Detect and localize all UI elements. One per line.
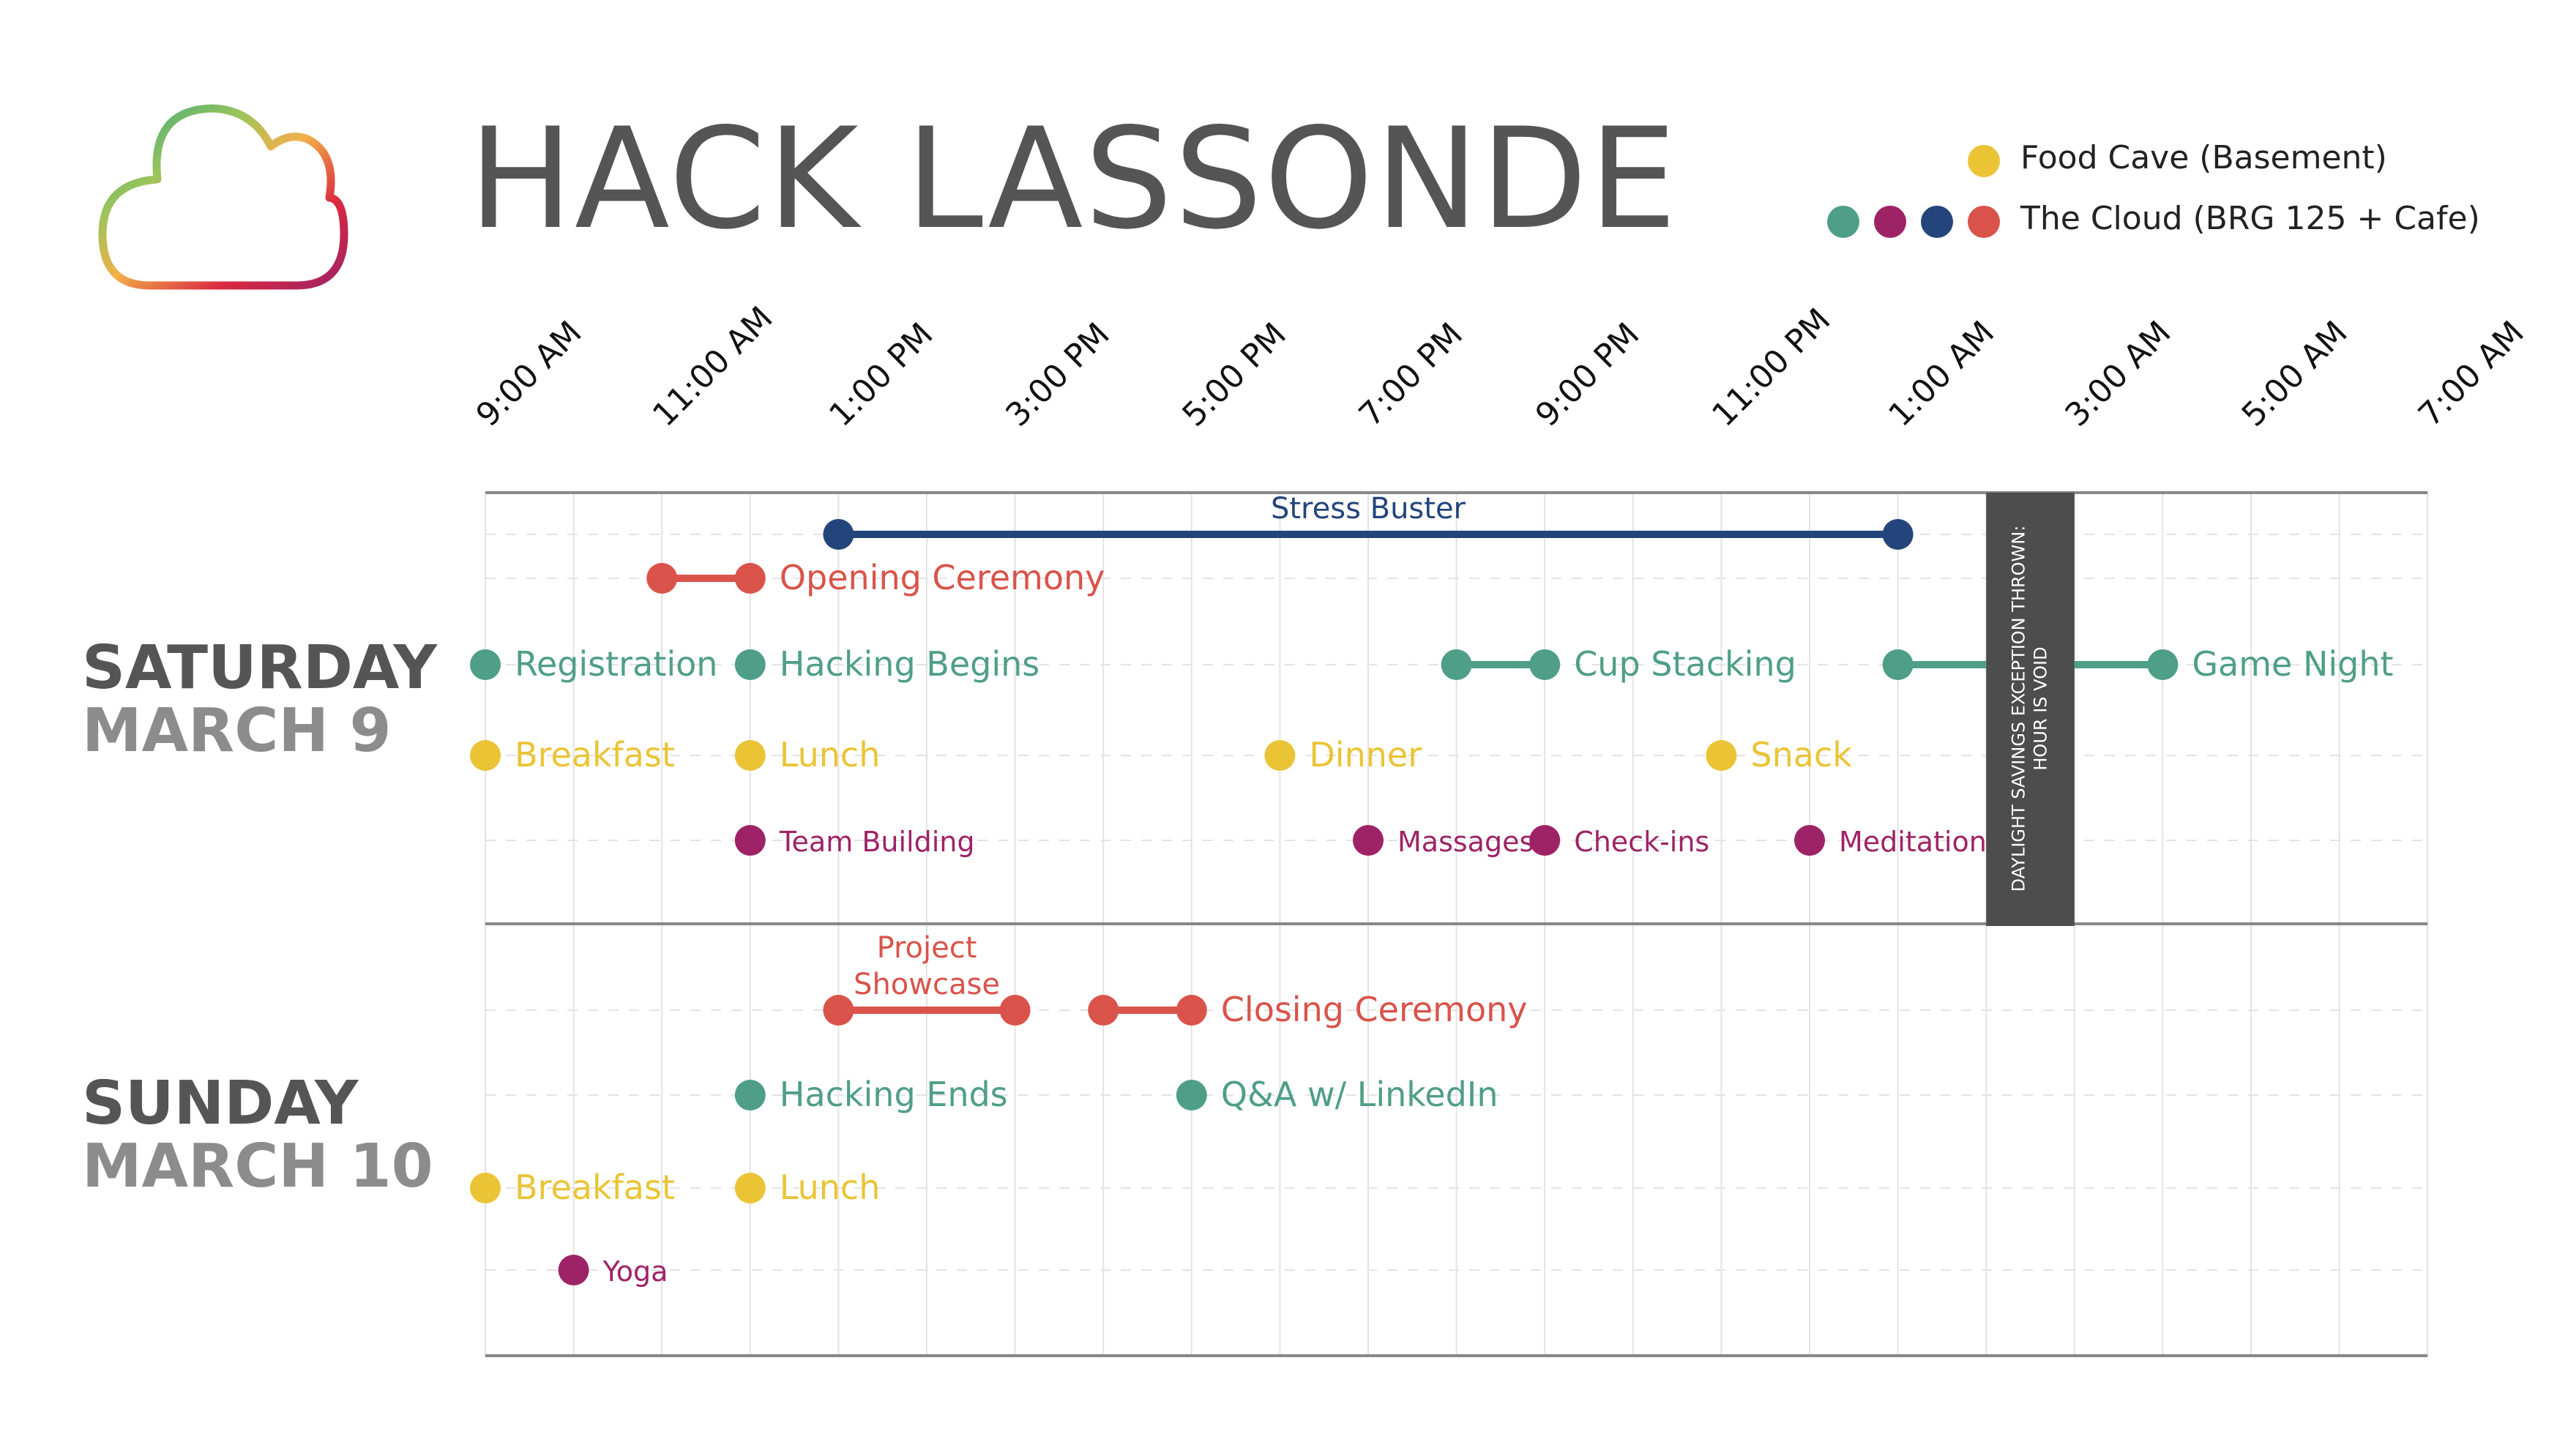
event-lunch-label: Lunch bbox=[780, 1168, 881, 1207]
event-hacking-begins-dot bbox=[734, 649, 766, 680]
time-tick-label: 11:00 AM bbox=[646, 299, 780, 434]
event-massages-dot bbox=[1353, 825, 1384, 856]
legend-dot-magenta bbox=[1874, 206, 1906, 238]
event-hacking-ends-label: Hacking Ends bbox=[780, 1075, 1008, 1114]
day-label-saturday: SATURDAY MARCH 9 bbox=[82, 633, 437, 766]
event-meditation-label: Meditation bbox=[1839, 826, 1987, 858]
event-massages-label: Massages bbox=[1397, 826, 1534, 858]
event-project-showcase-label: Showcase bbox=[854, 968, 1000, 1001]
event-snack-label: Snack bbox=[1750, 735, 1852, 774]
time-tick-label: 11:00 PM bbox=[1705, 302, 1837, 434]
day-name: SATURDAY bbox=[82, 633, 437, 703]
event-yoga-label: Yoga bbox=[602, 1255, 668, 1288]
event-stress-buster-label: Stress Buster bbox=[1271, 492, 1466, 526]
legend-dot-navy bbox=[1921, 206, 1953, 238]
legend-dot-teal bbox=[1827, 206, 1859, 238]
event-q-a-w-linkedin-dot bbox=[1176, 1080, 1207, 1110]
event-game-night-start-dot bbox=[1882, 649, 1914, 680]
event-game-night-end-dot bbox=[2147, 649, 2179, 680]
event-hacking-begins-label: Hacking Begins bbox=[780, 644, 1039, 684]
legend-label: Food Cave (Basement) bbox=[2020, 139, 2387, 176]
time-tick-label: 9:00 AM bbox=[469, 314, 589, 434]
event-cup-stacking-label: Cup Stacking bbox=[1574, 644, 1796, 684]
time-tick-label: 7:00 AM bbox=[2411, 314, 2531, 434]
event-meditation-dot bbox=[1794, 825, 1825, 856]
event-check-ins-dot bbox=[1529, 825, 1561, 856]
dst-notice-bar bbox=[1986, 493, 2075, 926]
event-lunch-dot bbox=[734, 740, 766, 771]
event-cup-stacking-start-dot bbox=[1441, 649, 1472, 680]
dst-notice-text: HOUR IS VOID bbox=[2031, 646, 2051, 770]
day-label-sunday: SUNDAY MARCH 10 bbox=[82, 1072, 433, 1198]
legend-dot-food bbox=[1968, 145, 2000, 177]
time-tick-label: 7:00 PM bbox=[1352, 316, 1470, 433]
event-opening-ceremony-end-dot bbox=[734, 563, 766, 594]
time-tick-label: 5:00 AM bbox=[2235, 314, 2355, 434]
event-lunch-label: Lunch bbox=[780, 735, 881, 774]
event-yoga-dot bbox=[558, 1255, 589, 1285]
event-stress-buster-end-dot bbox=[1882, 519, 1914, 550]
event-breakfast-dot bbox=[470, 1173, 501, 1203]
event-breakfast-label: Breakfast bbox=[515, 735, 675, 774]
event-lunch-dot bbox=[734, 1173, 766, 1203]
legend-label: The Cloud (BRG 125 + Cafe) bbox=[2020, 200, 2480, 237]
event-check-ins-label: Check-ins bbox=[1574, 826, 1709, 858]
event-stress-buster-start-dot bbox=[823, 519, 854, 550]
event-snack-dot bbox=[1706, 740, 1737, 771]
event-breakfast-label: Breakfast bbox=[515, 1168, 675, 1207]
time-tick-label: 1:00 PM bbox=[822, 316, 940, 433]
event-project-showcase-label: Project bbox=[877, 931, 977, 965]
dst-notice-text: DAYLIGHT SAVINGS EXCEPTION THROWN: bbox=[2009, 526, 2029, 892]
time-tick-label: 3:00 PM bbox=[999, 316, 1116, 433]
time-tick-label: 3:00 AM bbox=[2058, 314, 2179, 434]
event-hacking-ends-dot bbox=[734, 1080, 766, 1110]
event-opening-ceremony-label: Opening Ceremony bbox=[780, 558, 1105, 597]
event-project-showcase-start-dot bbox=[823, 995, 854, 1026]
time-tick-label: 5:00 PM bbox=[1176, 316, 1294, 433]
event-registration-label: Registration bbox=[515, 644, 717, 684]
day-date: MARCH 9 bbox=[82, 696, 392, 766]
event-cup-stacking-end-dot bbox=[1529, 649, 1561, 680]
time-tick-label: 1:00 AM bbox=[1881, 314, 2001, 434]
page-title: HACK LASSONDE bbox=[469, 98, 1679, 260]
event-dinner-label: Dinner bbox=[1309, 735, 1422, 774]
event-dinner-dot bbox=[1264, 740, 1296, 771]
event-project-showcase-end-dot bbox=[999, 995, 1031, 1026]
event-team-building-dot bbox=[734, 825, 766, 856]
legend-dot-red bbox=[1968, 206, 2000, 238]
event-closing-ceremony-end-dot bbox=[1176, 995, 1207, 1026]
time-tick-label: 9:00 PM bbox=[1529, 316, 1646, 433]
event-opening-ceremony-start-dot bbox=[646, 563, 678, 594]
event-game-night-label: Game Night bbox=[2192, 644, 2393, 684]
event-breakfast-dot bbox=[470, 740, 501, 771]
event-q-a-w-linkedin-label: Q&A w/ LinkedIn bbox=[1221, 1075, 1498, 1114]
event-closing-ceremony-label: Closing Ceremony bbox=[1221, 990, 1528, 1029]
event-closing-ceremony-start-dot bbox=[1088, 995, 1119, 1026]
event-team-building-label: Team Building bbox=[779, 826, 975, 858]
day-name: SUNDAY bbox=[82, 1069, 359, 1138]
event-registration-dot bbox=[470, 649, 501, 680]
day-date: MARCH 10 bbox=[82, 1132, 433, 1202]
